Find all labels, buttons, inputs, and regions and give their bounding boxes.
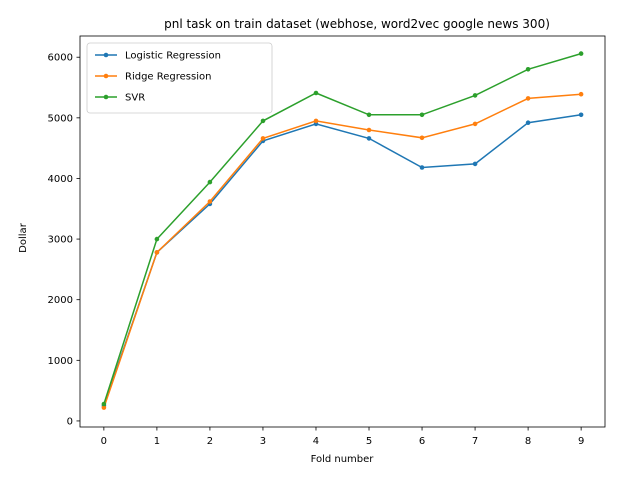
data-point: [419, 112, 425, 118]
data-point: [154, 250, 160, 255]
y-tick-label: 0: [67, 416, 73, 427]
data-point: [101, 401, 107, 407]
x-tick-label: 5: [366, 436, 372, 447]
y-tick-label: 5000: [48, 113, 73, 124]
data-point: [419, 165, 425, 170]
y-tick-label: 3000: [48, 235, 73, 246]
data-point: [578, 51, 584, 56]
data-point: [366, 112, 372, 118]
data-point: [207, 199, 213, 204]
data-point: [525, 67, 531, 72]
data-point: [419, 135, 425, 141]
axes-frame: [79, 35, 606, 428]
data-point: [313, 90, 319, 96]
x-tick-label: 9: [578, 436, 584, 447]
x-tick-label: 0: [101, 436, 107, 447]
legend-label: SVR: [125, 93, 145, 104]
y-tick-label: 4000: [48, 174, 73, 185]
legend-label: Ridge Regression: [125, 72, 211, 83]
y-tick-label: 6000: [48, 53, 73, 64]
data-point: [525, 96, 531, 101]
y-tick-label: 1000: [48, 356, 73, 367]
data-point: [578, 112, 584, 118]
data-point: [472, 161, 478, 167]
legend: Logistic Regression Ridge Regression SVR: [86, 42, 273, 114]
x-axis-label: Fold number: [311, 454, 375, 465]
series-line-1: [103, 93, 582, 408]
data-point: [154, 236, 160, 242]
plot-area: 0 1 2 3 4 5 6 7 8 9 0 1000 2000 3000 4000 5000 6000: [48, 35, 606, 447]
x-tick-label: 2: [207, 436, 213, 447]
data-point: [472, 93, 478, 98]
series-line-0: [103, 114, 582, 407]
x-tick-label: 1: [154, 436, 160, 447]
data-point: [207, 179, 213, 185]
data-point: [313, 118, 319, 124]
y-tick-label: 2000: [48, 295, 73, 306]
legend-marker: [103, 94, 109, 100]
x-tick-label: 7: [472, 436, 478, 447]
series-line-2: [103, 52, 582, 405]
data-point: [366, 136, 372, 141]
legend-marker: [103, 73, 109, 79]
data-point: [472, 121, 478, 127]
legend-marker: [103, 52, 109, 58]
data-point: [260, 118, 266, 124]
legend-box: [86, 42, 273, 114]
data-point: [525, 120, 531, 125]
data-point: [101, 405, 107, 410]
x-tick-label: 4: [313, 436, 319, 447]
x-tick-label: 6: [419, 436, 425, 447]
y-axis-label: Dollar: [18, 222, 29, 253]
legend-label: Logistic Regression: [125, 51, 221, 62]
data-point: [260, 136, 266, 141]
data-point: [578, 91, 584, 97]
chart-title: pnl task on train dataset (webhose, word…: [164, 17, 550, 31]
x-tick-label: 3: [260, 436, 266, 447]
data-point: [366, 127, 372, 133]
x-tick-label: 8: [525, 436, 531, 447]
